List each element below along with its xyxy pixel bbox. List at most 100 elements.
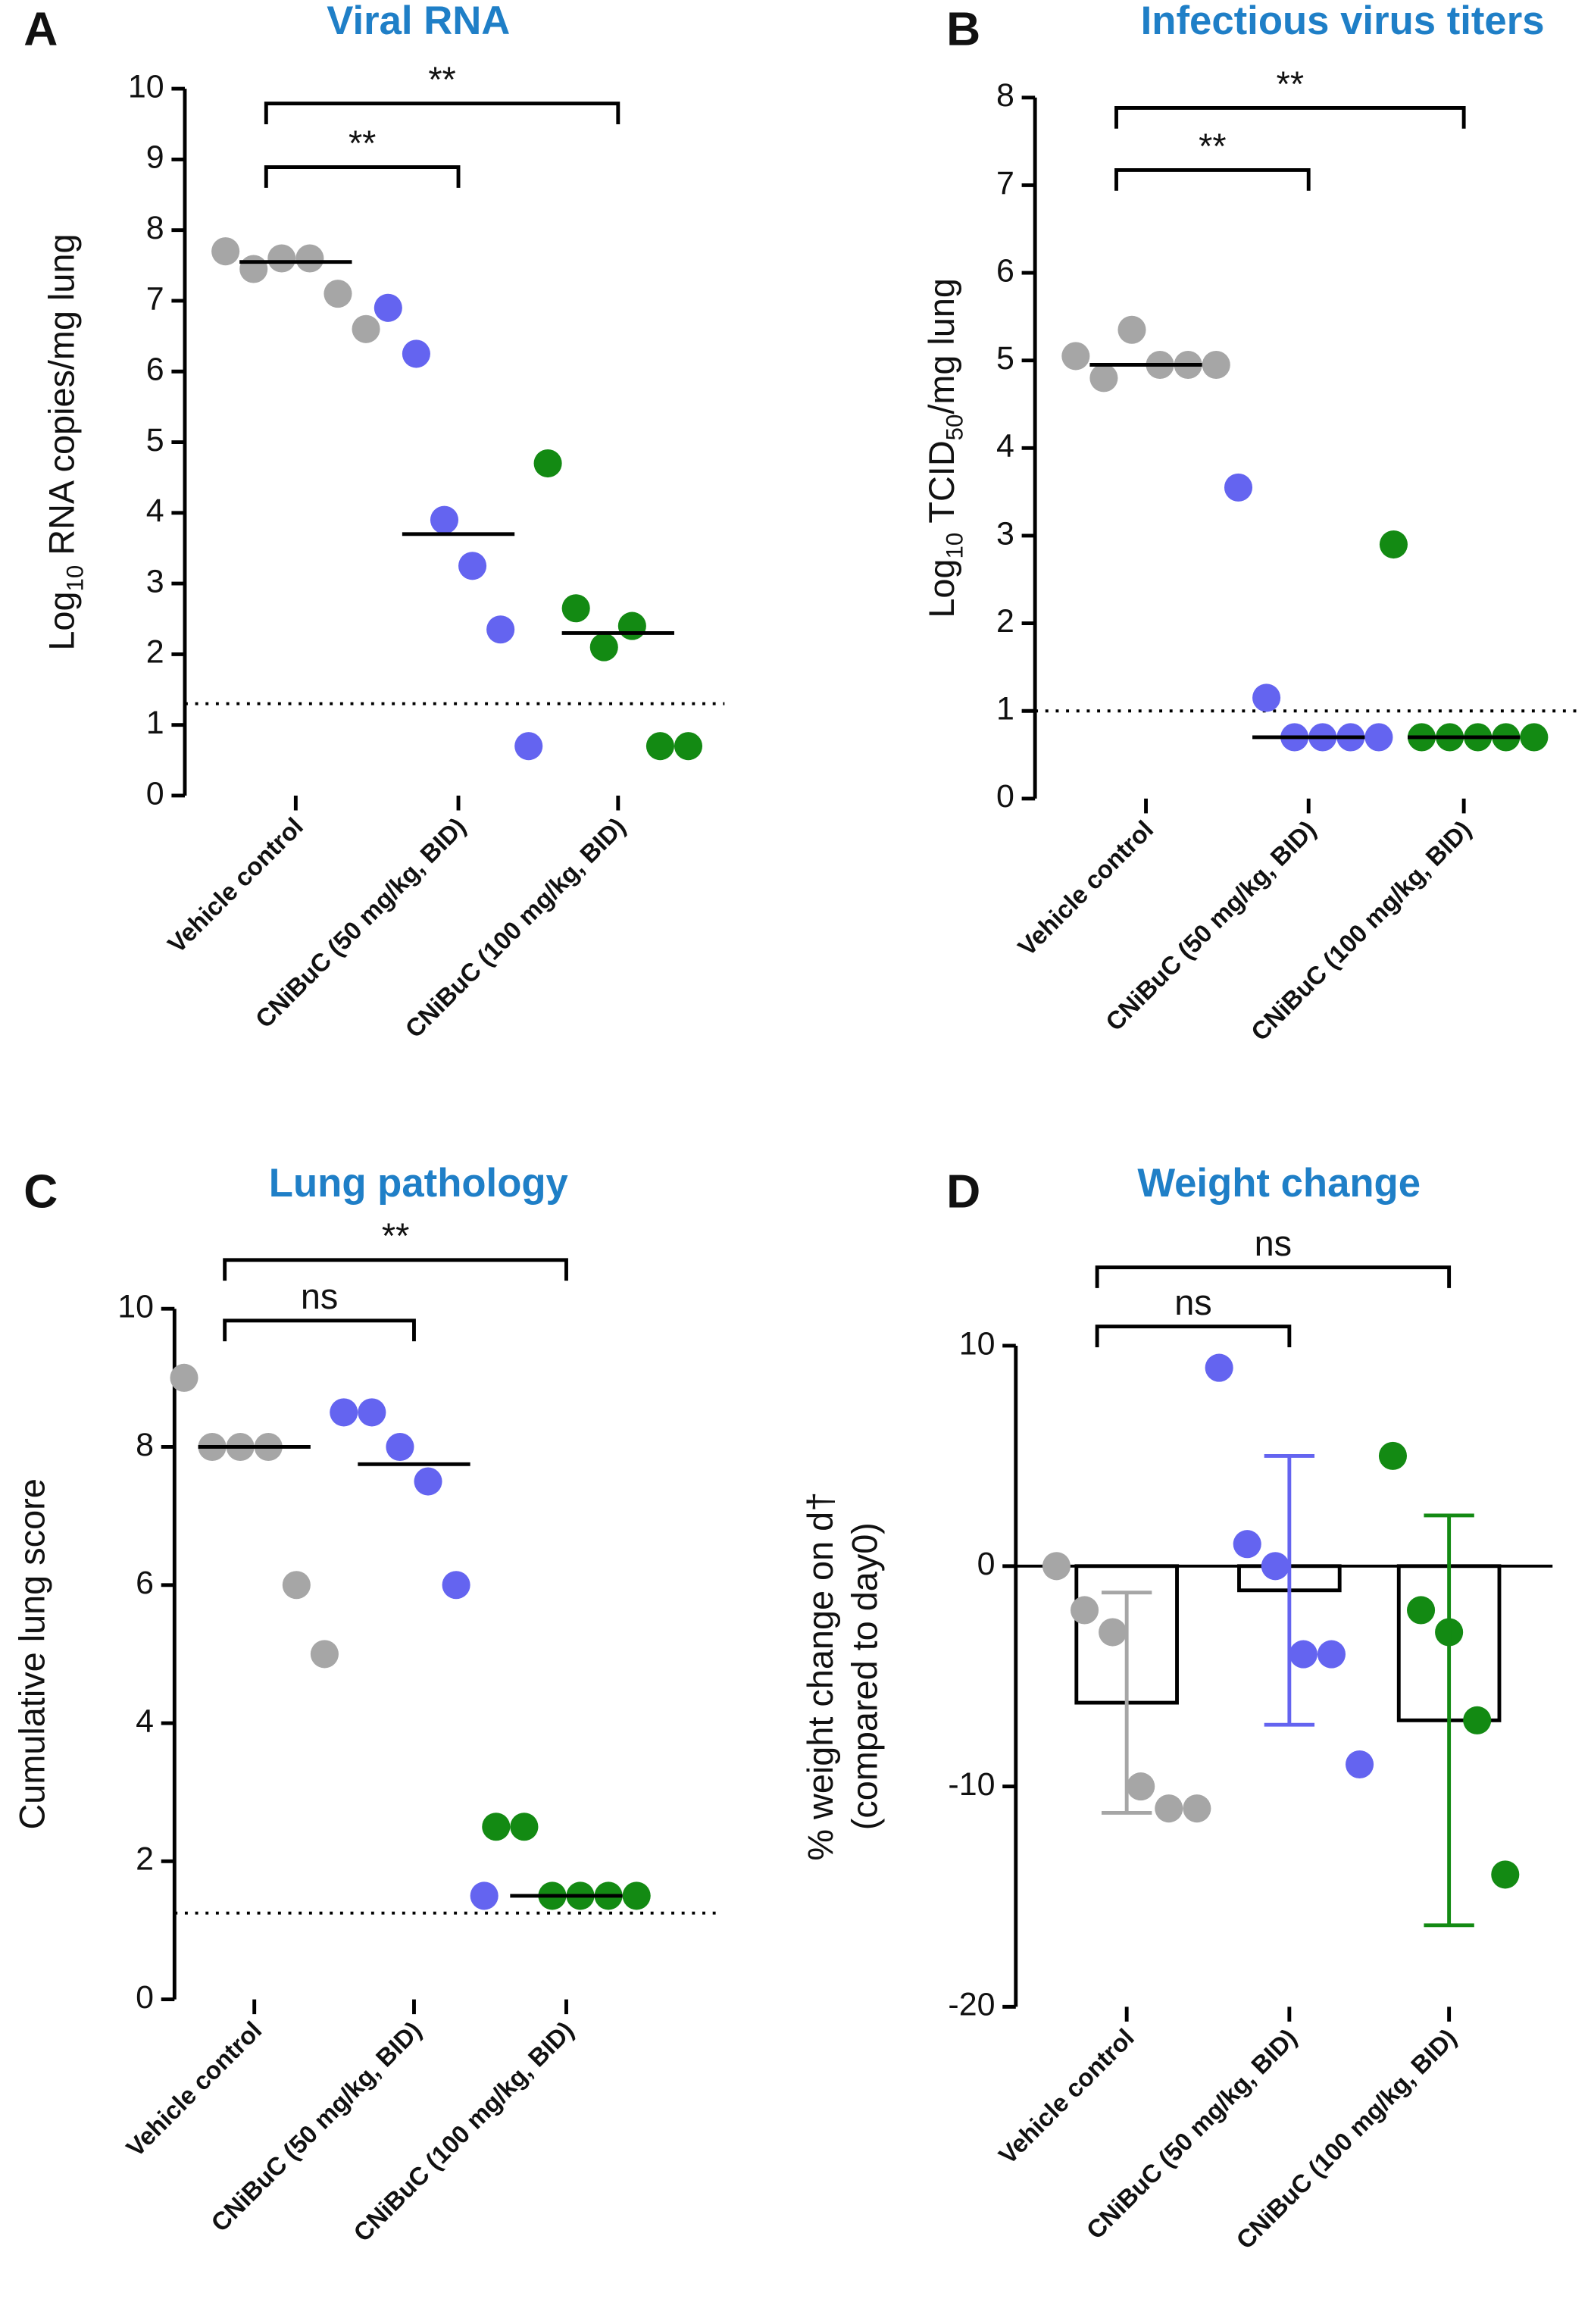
y-label-part: RNA copies/mg lung — [42, 233, 82, 565]
data-point — [470, 1881, 499, 1910]
data-point — [352, 314, 380, 343]
x-tick-label: Vehicle control — [1013, 815, 1159, 962]
data-point — [1252, 683, 1281, 712]
y-label-part: 10 — [61, 565, 88, 592]
data-point — [310, 1640, 339, 1669]
panel-letter: A — [23, 2, 58, 55]
y-axis-label: Log10 TCID50/mg lung — [922, 278, 968, 618]
y-tick-label: 4 — [136, 1703, 154, 1739]
y-tick-label: 8 — [146, 210, 164, 246]
significance-bracket — [223, 1318, 416, 1342]
y-tick-label: 4 — [996, 428, 1014, 464]
significance-bracket — [264, 165, 461, 188]
data-point — [239, 255, 268, 283]
data-point — [282, 1571, 311, 1600]
panel-letter: D — [946, 1165, 980, 1218]
panel: D Weight change -20 -10 0 10 % weight change o… — [801, 1161, 1553, 2255]
y-tick-label: 2 — [136, 1841, 154, 1878]
significance-bracket — [1114, 106, 1466, 129]
data-point — [1099, 1618, 1127, 1647]
data-point — [324, 280, 352, 308]
data-point — [402, 339, 430, 368]
y-tick-label: -20 — [948, 1987, 995, 2023]
y-tick-label: 10 — [959, 1325, 996, 1362]
data-point — [622, 1881, 651, 1910]
data-point — [1224, 473, 1253, 502]
data-point — [510, 1813, 539, 1841]
significance-label: ** — [349, 124, 376, 163]
panel-letter: C — [23, 1165, 58, 1218]
y-label-part: TCID — [922, 440, 961, 532]
data-point — [1379, 530, 1408, 559]
chart-title: Viral RNA — [327, 0, 510, 43]
y-label-part: (compared to day0) — [845, 1522, 884, 1830]
x-tick-label: Vehicle control — [994, 2024, 1140, 2170]
y-tick-label: 6 — [146, 352, 164, 388]
y-axis-label: Cumulative lung score — [13, 1478, 52, 1829]
y-tick-label: 5 — [146, 422, 164, 458]
data-point — [414, 1467, 442, 1496]
data-point — [561, 594, 590, 623]
data-point — [1317, 1640, 1346, 1669]
data-point — [1378, 1441, 1408, 1470]
panel: B Infectious virus titers 0 1 2 3 4 5 6 7 8 Log10 T… — [922, 0, 1580, 1046]
y-tick-label: -10 — [948, 1766, 995, 1803]
data-point — [1364, 723, 1393, 752]
data-point — [589, 633, 618, 662]
y-tick-label: 0 — [136, 1979, 154, 2016]
y-label-part: Log — [42, 591, 82, 650]
data-point — [267, 244, 296, 273]
y-tick-label: 10 — [128, 68, 164, 105]
significance-bracket — [1095, 1325, 1292, 1347]
significance-bracket — [1095, 1265, 1452, 1288]
data-point — [533, 449, 562, 478]
data-point — [1042, 1552, 1071, 1581]
x-tick-label: Vehicle control — [121, 2016, 267, 2163]
data-point — [1407, 1596, 1436, 1625]
y-tick-label: 8 — [996, 77, 1014, 114]
significance-label: ns — [301, 1277, 338, 1316]
significance-label: ** — [428, 60, 455, 99]
panel: C Lung pathology 0 2 4 6 8 10 Cumulative lung sc… — [13, 1161, 717, 2247]
y-label-part: % weight change on d† — [801, 1492, 840, 1861]
y-tick-label: 7 — [146, 280, 164, 317]
data-point — [1089, 364, 1118, 393]
y-tick-label: 5 — [996, 340, 1014, 377]
data-point — [674, 732, 703, 761]
data-point — [1463, 1706, 1492, 1734]
y-tick-label: 1 — [146, 705, 164, 741]
y-tick-label: 1 — [996, 691, 1014, 727]
y-tick-label: 9 — [146, 139, 164, 176]
data-point — [1233, 1530, 1261, 1559]
x-tick-label: Vehicle control — [163, 812, 309, 959]
y-axis-label: % weight change on d† (compared to day0) — [801, 1492, 885, 1861]
data-point — [458, 552, 487, 580]
y-tick-label: 0 — [996, 778, 1014, 815]
data-point — [486, 615, 515, 644]
y-tick-label: 7 — [996, 165, 1014, 202]
data-point — [211, 237, 240, 266]
chart-title: Lung pathology — [269, 1161, 569, 1206]
y-tick-label: 6 — [136, 1565, 154, 1601]
data-point — [1127, 1772, 1155, 1801]
significance-label: ** — [1277, 64, 1304, 104]
significance-label: ** — [382, 1216, 409, 1256]
data-point — [645, 732, 674, 761]
data-point — [1491, 1860, 1520, 1889]
y-tick-label: 0 — [146, 775, 164, 812]
data-point — [386, 1432, 414, 1462]
y-tick-label: 10 — [117, 1289, 154, 1325]
y-label-part: 10 — [942, 533, 968, 559]
y-axis-label: Log10 RNA copies/mg lung — [42, 233, 89, 650]
y-tick-label: 2 — [146, 634, 164, 671]
data-point — [1071, 1596, 1099, 1625]
y-label-part: /mg lung — [922, 278, 961, 414]
data-point — [295, 244, 324, 273]
data-point — [1061, 342, 1090, 371]
data-point — [1205, 1353, 1233, 1382]
data-point — [374, 293, 402, 322]
significance-bracket — [1114, 167, 1311, 191]
data-point — [358, 1398, 386, 1427]
y-tick-label: 3 — [996, 515, 1014, 552]
